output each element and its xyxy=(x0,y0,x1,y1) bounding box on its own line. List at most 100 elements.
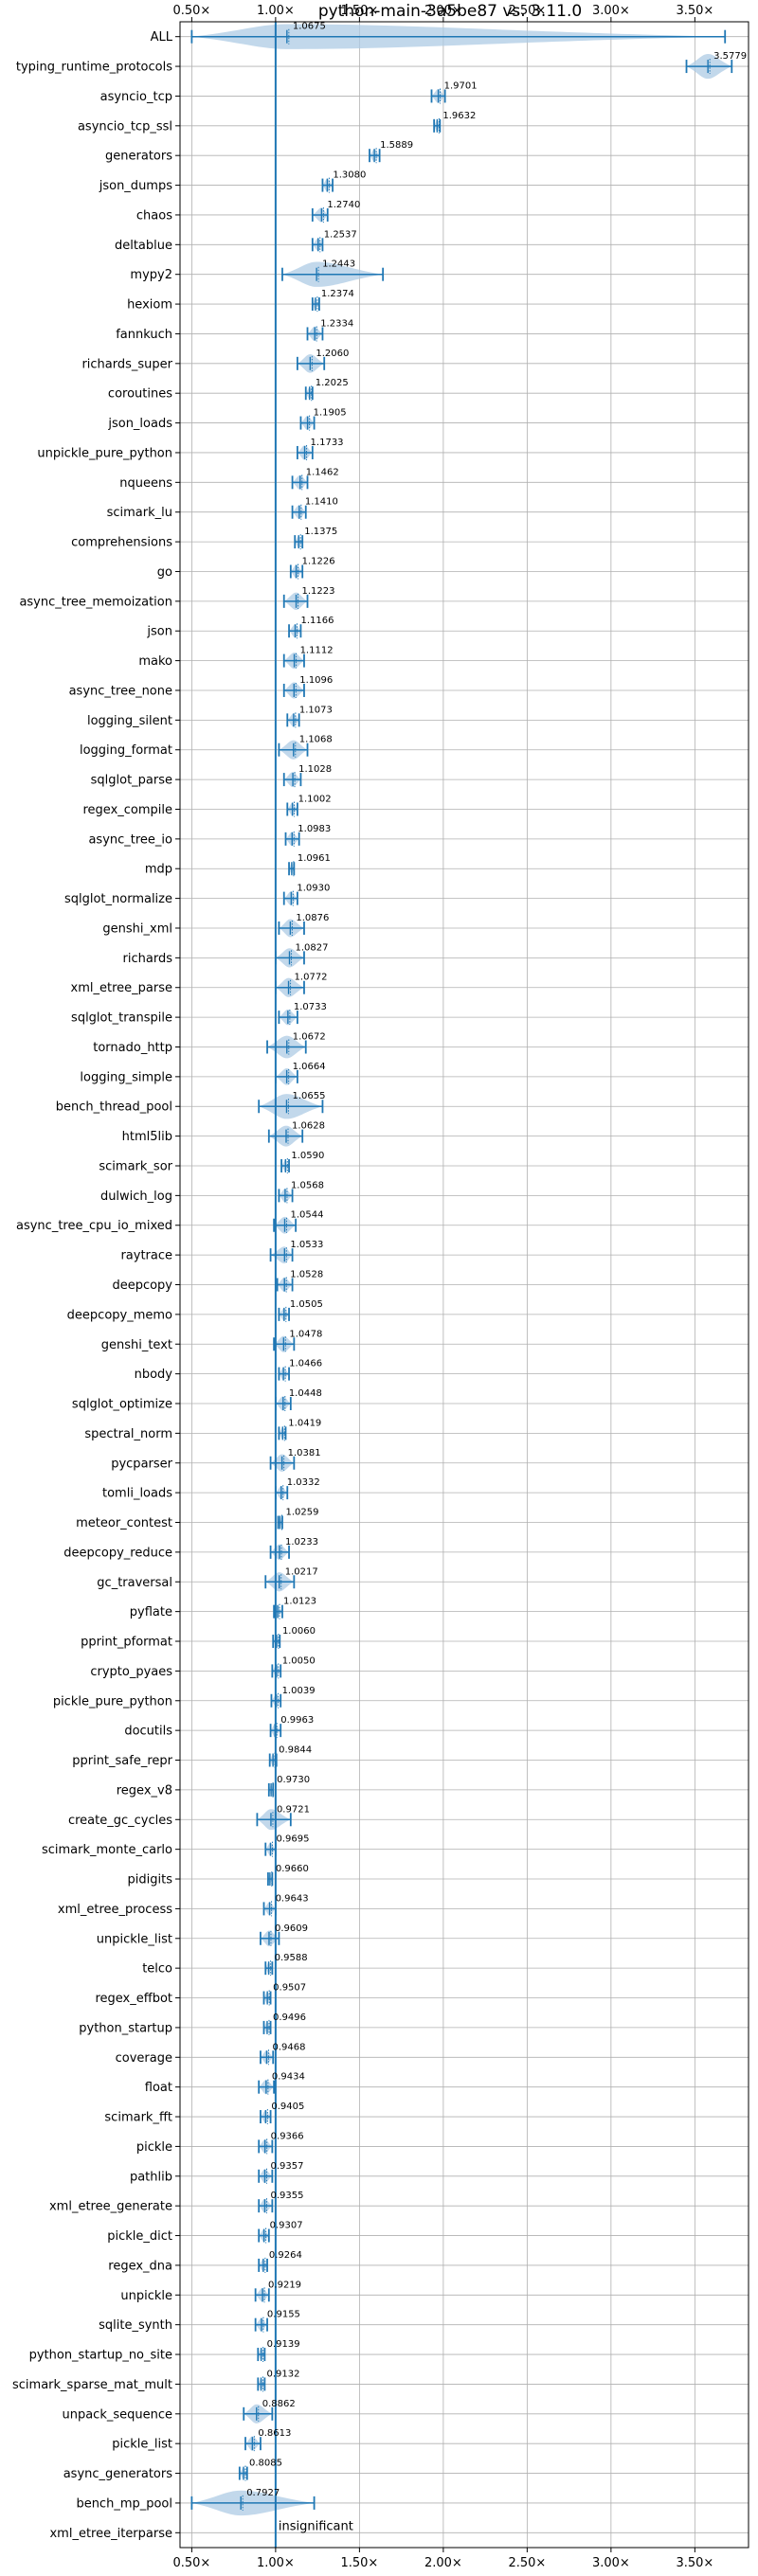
value-label: 1.0060 xyxy=(282,1626,316,1637)
value-label: 0.9155 xyxy=(267,2310,300,2320)
insignificant-label: insignificant xyxy=(279,2519,353,2533)
value-label: 1.9701 xyxy=(444,80,478,91)
x-tick-label-top: 0.50× xyxy=(172,4,210,18)
value-label: 0.9643 xyxy=(276,1893,309,1904)
category-label: ALL xyxy=(151,30,173,45)
value-label: 1.2060 xyxy=(316,349,349,359)
category-label: unpickle_pure_python xyxy=(37,446,172,460)
value-label: 1.1226 xyxy=(302,556,335,566)
violin-layer xyxy=(190,24,733,2516)
value-label: 1.0672 xyxy=(293,1031,326,1042)
category-label: sqlite_synth xyxy=(99,2318,172,2333)
category-label: pickle_dict xyxy=(107,2229,172,2244)
category-label: telco xyxy=(142,1962,172,1977)
category-label: raytrace xyxy=(120,1249,172,1263)
value-label: 1.1073 xyxy=(299,705,333,715)
category-label: bench_thread_pool xyxy=(56,1100,172,1115)
grid-layer xyxy=(180,22,749,2548)
value-label: 1.0478 xyxy=(289,1329,322,1339)
value-label: 1.0544 xyxy=(291,1210,324,1221)
category-label: pyflate xyxy=(130,1605,172,1619)
category-label: tornado_http xyxy=(93,1041,172,1055)
value-label: 1.0733 xyxy=(294,1002,327,1012)
value-label: 1.2443 xyxy=(322,259,355,270)
value-label: 0.8862 xyxy=(262,2399,296,2409)
x-tick-label-bottom: 1.00× xyxy=(257,2556,295,2570)
category-label: async_tree_io xyxy=(88,832,172,847)
category-label: async_tree_cpu_io_mixed xyxy=(16,1219,172,1233)
x-tick-label-top: 3.00× xyxy=(592,4,630,18)
value-label: 0.9468 xyxy=(272,2042,305,2052)
value-label: 1.2334 xyxy=(320,318,353,329)
value-label: 1.0039 xyxy=(282,1686,316,1696)
value-label: 1.0533 xyxy=(290,1240,323,1250)
value-label: 1.0568 xyxy=(291,1180,324,1190)
category-label: crypto_pyaes xyxy=(90,1665,172,1679)
value-label: 1.9632 xyxy=(442,111,476,121)
category-label: unpickle xyxy=(120,2289,172,2303)
axis-layer: 0.50× 0.50× 1.00× 1.00× 1.50× 1.50× 2.00× 2.00×… xyxy=(12,4,749,2570)
category-label: xml_etree_iterparse xyxy=(49,2527,172,2541)
category-label: json_loads xyxy=(107,417,172,431)
category-label: mdp xyxy=(145,863,172,877)
x-tick-label-top: 2.50× xyxy=(508,4,546,18)
value-label: 0.9307 xyxy=(270,2221,303,2231)
value-label: 0.9963 xyxy=(280,1715,314,1726)
category-label: async_tree_memoization xyxy=(19,595,172,609)
category-label: pprint_safe_repr xyxy=(72,1754,172,1768)
category-label: genshi_xml xyxy=(102,921,172,936)
x-tick-label-bottom: 3.00× xyxy=(592,2556,630,2570)
value-label: 1.0332 xyxy=(287,1477,320,1488)
value-label: 1.1028 xyxy=(298,764,332,775)
value-label: 1.1068 xyxy=(299,735,333,745)
value-label: 1.0419 xyxy=(288,1418,321,1428)
category-label: hexiom xyxy=(127,298,172,313)
category-label: meteor_contest xyxy=(76,1516,172,1530)
category-label: go xyxy=(157,565,172,580)
category-label: scimark_sparse_mat_mult xyxy=(12,2378,172,2392)
value-label: 1.1096 xyxy=(299,675,333,686)
category-label: dulwich_log xyxy=(100,1190,172,1204)
category-label: nqueens xyxy=(119,476,172,491)
value-label: 0.9219 xyxy=(268,2280,301,2290)
category-label: scimark_sor xyxy=(99,1159,172,1173)
value-label: 1.2740 xyxy=(327,200,360,210)
value-label: 1.0664 xyxy=(293,1062,326,1072)
value-label: 1.2025 xyxy=(316,378,349,388)
value-label: 0.9721 xyxy=(277,1804,310,1815)
category-label: python_startup xyxy=(79,2021,172,2035)
category-label: regex_v8 xyxy=(117,1783,172,1798)
category-label: pickle_list xyxy=(112,2438,172,2452)
label-layer: 1.0675 3.5779 1.9701 1.9632 1.5889 1.3080 1.27… xyxy=(246,22,747,2534)
category-label: coroutines xyxy=(108,387,172,402)
value-label: 0.8613 xyxy=(258,2428,291,2439)
category-label: async_tree_none xyxy=(69,684,172,698)
value-label: 0.9695 xyxy=(276,1834,309,1845)
category-label: regex_dna xyxy=(108,2259,172,2273)
value-label: 1.0448 xyxy=(289,1388,322,1399)
category-label: regex_compile xyxy=(82,803,172,817)
category-label: mypy2 xyxy=(130,268,172,282)
value-label: 0.9264 xyxy=(269,2250,302,2261)
category-label: sqlglot_normalize xyxy=(64,892,172,906)
value-label: 1.0466 xyxy=(289,1359,322,1369)
value-label: 1.2374 xyxy=(321,289,354,299)
value-label: 1.0381 xyxy=(288,1448,321,1458)
category-label: json xyxy=(146,625,172,639)
category-label: pprint_pformat xyxy=(81,1636,172,1650)
value-label: 1.5889 xyxy=(380,140,413,151)
category-label: sqlglot_transpile xyxy=(71,1011,172,1026)
value-label: 1.1375 xyxy=(304,527,337,537)
x-tick-label-top: 3.50× xyxy=(676,4,713,18)
category-label: spectral_norm xyxy=(84,1427,172,1441)
value-label: 1.2537 xyxy=(324,229,357,240)
category-label: asyncio_tcp xyxy=(100,90,172,104)
value-label: 0.8085 xyxy=(249,2459,282,2469)
category-label: pycparser xyxy=(111,1457,172,1471)
category-label: richards xyxy=(123,952,173,966)
value-label: 1.0876 xyxy=(296,913,329,923)
value-label: 1.1905 xyxy=(314,408,347,419)
category-label: comprehensions xyxy=(71,536,172,550)
value-label: 1.0961 xyxy=(298,853,331,864)
value-label: 1.0259 xyxy=(285,1508,318,1518)
